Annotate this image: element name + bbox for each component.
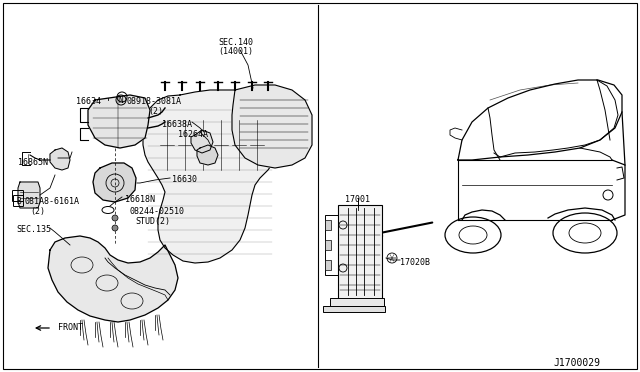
Bar xyxy=(325,260,331,270)
Text: 16634: 16634 xyxy=(76,97,101,106)
Polygon shape xyxy=(18,182,40,208)
Text: B: B xyxy=(16,196,21,205)
Text: SEC.135: SEC.135 xyxy=(16,225,51,234)
Bar xyxy=(338,205,382,300)
Bar xyxy=(323,306,385,312)
Text: 081A8-6161A: 081A8-6161A xyxy=(24,197,79,206)
Text: J1700029: J1700029 xyxy=(553,358,600,368)
Text: 16865N: 16865N xyxy=(18,158,48,167)
Text: 17001: 17001 xyxy=(345,195,370,204)
Polygon shape xyxy=(191,130,213,153)
Bar xyxy=(325,215,338,275)
Polygon shape xyxy=(93,163,136,202)
Text: 16630: 16630 xyxy=(172,175,197,184)
Bar xyxy=(325,220,331,230)
Polygon shape xyxy=(88,95,150,148)
Polygon shape xyxy=(50,148,70,170)
Polygon shape xyxy=(197,145,218,165)
Text: FRONT: FRONT xyxy=(58,323,83,332)
Text: SEC.140: SEC.140 xyxy=(218,38,253,47)
Text: 16638A: 16638A xyxy=(162,120,192,129)
Polygon shape xyxy=(143,90,278,263)
Text: 08918-3081A: 08918-3081A xyxy=(126,97,181,106)
Text: STUD(2): STUD(2) xyxy=(135,217,170,226)
Text: N: N xyxy=(118,96,124,105)
Text: (14001): (14001) xyxy=(218,47,253,56)
Bar xyxy=(325,240,331,250)
Text: 17020B: 17020B xyxy=(400,258,430,267)
Polygon shape xyxy=(48,236,178,322)
Text: 16618N: 16618N xyxy=(125,195,155,204)
Text: (2): (2) xyxy=(30,207,45,216)
Circle shape xyxy=(112,215,118,221)
Circle shape xyxy=(112,225,118,231)
Bar xyxy=(330,298,384,306)
Text: (2): (2) xyxy=(148,107,163,116)
Text: 08244-02510: 08244-02510 xyxy=(130,207,185,216)
Polygon shape xyxy=(232,85,312,168)
Text: 16264A: 16264A xyxy=(178,130,208,139)
